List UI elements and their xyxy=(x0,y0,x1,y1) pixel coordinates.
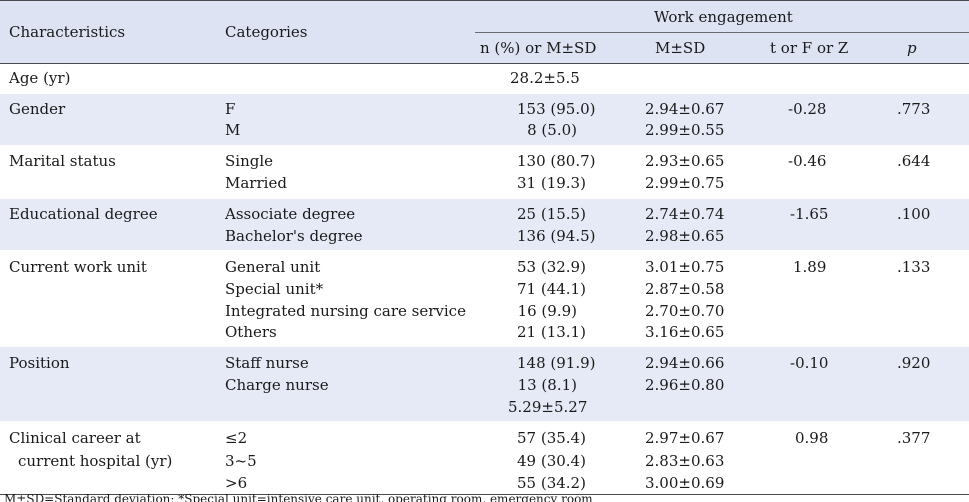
row-career-char-line2: current hospital (yr) xyxy=(18,452,173,470)
row-unit-cat-special: Special unit* xyxy=(225,280,324,298)
row-position-msd-staff: 2.94±0.66 xyxy=(645,354,725,372)
row-age-n: 28.2±5.5 xyxy=(510,69,580,87)
row-unit-msd-special: 2.87±0.58 xyxy=(645,280,725,298)
group-rule xyxy=(475,32,969,33)
row-marital-p: .644 xyxy=(897,152,931,170)
bottom-rule xyxy=(0,494,969,495)
row-unit-stat: 1.89 xyxy=(793,258,827,276)
row-unit-msd-others: 3.16±0.65 xyxy=(645,323,725,341)
row-gender-stat: -0.28 xyxy=(788,100,827,118)
row-unit-msd-general: 3.01±0.75 xyxy=(645,258,725,276)
row-marital-char: Marital status xyxy=(9,152,116,170)
row-gender-n-f: 153 (95.0) xyxy=(517,100,596,118)
row-education-msd-associate: 2.74±0.74 xyxy=(645,205,725,223)
row-marital-n-single: 130 (80.7) xyxy=(517,152,596,170)
row-position-n-msd: 5.29±5.27 xyxy=(508,398,588,416)
row-career-char-line1: Clinical career at xyxy=(9,429,141,447)
row-education-msd-bachelor: 2.98±0.65 xyxy=(645,227,725,245)
row-unit-n-general: 53 (32.9) xyxy=(517,258,586,276)
row-education-stat: -1.65 xyxy=(790,205,829,223)
header-stat: t or F or Z xyxy=(770,39,849,57)
row-position-stat: -0.10 xyxy=(790,354,829,372)
row-gender-msd-f: 2.94±0.67 xyxy=(645,100,725,118)
row-marital-msd-single: 2.93±0.65 xyxy=(645,152,725,170)
row-education-n-bachelor: 136 (94.5) xyxy=(517,227,596,245)
row-education-n-associate: 25 (15.5) xyxy=(517,205,586,223)
row-unit-cat-others: Others xyxy=(225,323,277,341)
row-career-msd-le2: 2.97±0.67 xyxy=(645,429,725,447)
footnote-text: M±SD=Standard deviation; *Special unit=i… xyxy=(4,494,593,502)
row-career-n-le2: 57 (35.4) xyxy=(517,429,586,447)
row-position-char: Position xyxy=(9,354,70,372)
header-p: p xyxy=(907,39,917,57)
row-marital-n-married: 31 (19.3) xyxy=(517,174,586,192)
row-gender-cat-m: M xyxy=(225,121,241,139)
header-n-percent: n (%) or M±SD xyxy=(480,39,597,57)
row-career-cat-gt6: >6 xyxy=(225,474,248,492)
row-career-n-gt6: 55 (34.2) xyxy=(517,474,586,492)
row-unit-n-integrated: 16 (9.9) xyxy=(517,302,577,320)
row-position-msd-charge: 2.96±0.80 xyxy=(645,376,725,394)
header-msd: M±SD xyxy=(655,39,706,57)
header-categories: Categories xyxy=(225,23,308,41)
table-header xyxy=(0,0,969,63)
row-career-cat-le2: ≤2 xyxy=(225,429,248,447)
row-position-p: .920 xyxy=(897,354,931,372)
row-education-cat-bachelor: Bachelor's degree xyxy=(225,227,363,245)
row-band-position xyxy=(0,347,969,421)
row-education-p: .100 xyxy=(897,205,931,223)
row-education-char: Educational degree xyxy=(9,205,158,223)
row-unit-p: .133 xyxy=(897,258,931,276)
row-marital-cat-single: Single xyxy=(225,152,274,170)
row-position-n-staff: 148 (91.9) xyxy=(517,354,596,372)
table-footnote: M±SD=Standard deviation; *Special unit=i… xyxy=(0,494,969,502)
row-career-msd-gt6: 3.00±0.69 xyxy=(645,474,725,492)
row-marital-msd-married: 2.99±0.75 xyxy=(645,174,725,192)
row-band-gender xyxy=(0,94,969,145)
row-unit-cat-integrated: Integrated nursing care service xyxy=(225,302,466,320)
row-gender-char: Gender xyxy=(9,100,66,118)
row-position-n-charge: 13 (8.1) xyxy=(517,376,577,394)
row-marital-stat: -0.46 xyxy=(788,152,827,170)
header-work-engagement: Work engagement xyxy=(654,8,793,26)
top-rule xyxy=(0,0,969,1)
row-gender-cat-f: F xyxy=(225,100,236,118)
row-unit-n-others: 21 (13.1) xyxy=(517,323,586,341)
row-gender-p: .773 xyxy=(897,100,931,118)
row-unit-cat-general: General unit xyxy=(225,258,321,276)
row-unit-msd-integrated: 2.70±0.70 xyxy=(645,302,725,320)
row-career-p: .377 xyxy=(897,429,931,447)
row-education-cat-associate: Associate degree xyxy=(225,205,356,223)
row-career-cat-3to5: 3~5 xyxy=(225,452,257,470)
row-age-char: Age (yr) xyxy=(9,69,71,87)
row-unit-char: Current work unit xyxy=(9,258,147,276)
header-rule xyxy=(0,63,969,64)
row-career-n-3to5: 49 (30.4) xyxy=(517,452,586,470)
row-gender-msd-m: 2.99±0.55 xyxy=(645,121,725,139)
row-marital-cat-married: Married xyxy=(225,174,287,192)
row-unit-n-special: 71 (44.1) xyxy=(517,280,586,298)
row-career-stat: 0.98 xyxy=(795,429,829,447)
row-position-cat-charge: Charge nurse xyxy=(225,376,329,394)
row-band-education xyxy=(0,199,969,250)
row-gender-n-m: 8 (5.0) xyxy=(527,121,577,139)
row-position-cat-staff: Staff nurse xyxy=(225,354,309,372)
row-career-msd-3to5: 2.83±0.63 xyxy=(645,452,725,470)
header-characteristics: Characteristics xyxy=(9,23,126,41)
